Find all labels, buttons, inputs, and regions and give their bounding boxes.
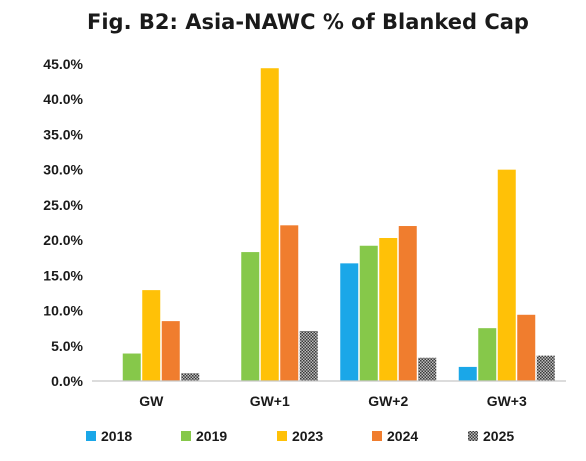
x-tick-label: GW+1 <box>250 393 290 409</box>
bar-2023-gwplus1 <box>260 68 279 381</box>
y-tick-label: 15.0% <box>43 267 83 283</box>
bar-2023-gw <box>142 290 161 381</box>
bar-2025-gwplus2 <box>418 357 437 381</box>
legend-swatch-2024 <box>372 431 382 441</box>
chart-title: Fig. B2: Asia-NAWC % of Blanked Cap <box>87 10 529 34</box>
y-axis: 0.0% 5.0% 10.0% 15.0% 20.0% 25.0% 30.0% 35.0% 40… <box>43 56 83 389</box>
legend: 2018 2019 2023 2024 2025 <box>86 428 514 444</box>
y-tick-label: 5.0% <box>51 338 83 354</box>
bar-2024-gw <box>161 321 180 381</box>
legend-swatch-2019 <box>181 431 191 441</box>
legend-label-2018: 2018 <box>101 428 132 444</box>
bar-2025-gwplus3 <box>536 355 555 381</box>
bar-2024-gwplus1 <box>280 225 299 381</box>
x-axis: GW GW+1 GW+2 GW+3 <box>92 380 566 409</box>
legend-swatch-2023 <box>277 431 287 441</box>
y-tick-label: 30.0% <box>43 162 83 178</box>
x-tick-label: GW+2 <box>368 393 408 409</box>
bar-2018-gwplus2 <box>340 263 359 381</box>
bar-2018-gwplus3 <box>458 366 477 381</box>
y-tick-label: 20.0% <box>43 232 83 248</box>
legend-swatch-2025 <box>468 431 478 441</box>
legend-label-2019: 2019 <box>196 428 227 444</box>
legend-label-2024: 2024 <box>387 428 418 444</box>
bars <box>122 68 555 381</box>
legend-label-2023: 2023 <box>292 428 323 444</box>
bar-2019-gwplus3 <box>478 328 497 381</box>
legend-label-2025: 2025 <box>483 428 514 444</box>
bar-2025-gw <box>181 373 200 381</box>
bar-2024-gwplus3 <box>517 314 536 381</box>
bar-2025-gwplus1 <box>299 330 318 381</box>
y-tick-label: 10.0% <box>43 303 83 319</box>
y-tick-label: 35.0% <box>43 126 83 142</box>
bar-2024-gwplus2 <box>398 226 417 381</box>
x-tick-label: GW <box>139 393 164 409</box>
legend-swatch-2018 <box>86 431 96 441</box>
y-tick-label: 40.0% <box>43 91 83 107</box>
bar-2023-gwplus2 <box>379 237 398 381</box>
y-tick-label: 45.0% <box>43 56 83 72</box>
bar-2019-gw <box>122 353 141 381</box>
y-tick-label: 25.0% <box>43 197 83 213</box>
x-tick-label: GW+3 <box>487 393 527 409</box>
y-tick-label: 0.0% <box>51 373 83 389</box>
bar-2019-gwplus1 <box>241 252 260 381</box>
bar-2019-gwplus2 <box>359 245 378 381</box>
bar-2023-gwplus3 <box>497 169 516 381</box>
